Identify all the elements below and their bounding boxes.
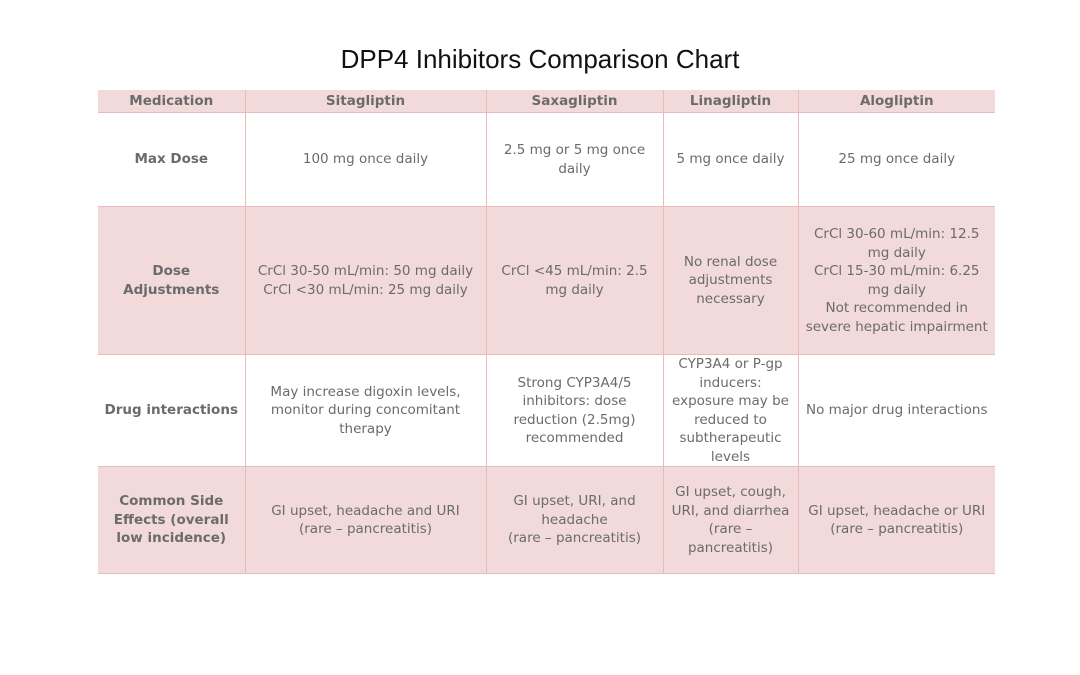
- cell-line: (rare – pancreatitis): [507, 530, 642, 547]
- cell-side-effects-linagliptin: GI upset, cough, URI, and diarrhea (rare…: [663, 466, 799, 574]
- cell-line: (rare – pancreatitis): [298, 521, 433, 537]
- cell-line: GI upset, headache or URI: [808, 502, 986, 519]
- column-header-alogliptin: Alogliptin: [798, 90, 995, 113]
- cell-max-dose-sitagliptin: 100 mg once daily: [245, 112, 487, 207]
- cell-drug-interactions-linagliptin: CYP3A4 or P-gp inducers: exposure may be…: [663, 354, 799, 467]
- cell-line: CrCl 30-60 mL/min: 12.5 mg daily: [813, 226, 980, 261]
- cell-line: 5 mg once daily: [676, 151, 785, 168]
- cell-dose-adjustments-linagliptin: No renal dose adjustments necessary: [663, 206, 799, 355]
- row-label-drug-interactions: Drug interactions: [98, 354, 246, 467]
- table-row-dose-adjustments: Dose Adjustments CrCl 30-50 mL/min: 50 m…: [98, 206, 995, 355]
- cell-line: CrCl 30-50 mL/min: 50 mg daily: [257, 263, 474, 279]
- cell-max-dose-saxagliptin: 2.5 mg or 5 mg once daily: [486, 112, 664, 207]
- comparison-table: Medication Sitagliptin Saxagliptin Linag…: [98, 90, 995, 574]
- cell-dose-adjustments-saxagliptin: CrCl <45 mL/min: 2.5 mg daily: [486, 206, 664, 355]
- page-title: DPP4 Inhibitors Comparison Chart: [340, 44, 740, 74]
- row-label-dose-adjustments: Dose Adjustments: [98, 206, 246, 355]
- column-header-sitagliptin: Sitagliptin: [245, 90, 487, 113]
- cell-dose-adjustments-sitagliptin: CrCl 30-50 mL/min: 50 mg daily CrCl <30 …: [245, 206, 487, 355]
- cell-max-dose-linagliptin: 5 mg once daily: [663, 112, 799, 207]
- table-header-row: Medication Sitagliptin Saxagliptin Linag…: [98, 90, 995, 113]
- cell-side-effects-alogliptin: GI upset, headache or URI (rare – pancre…: [798, 466, 995, 574]
- cell-dose-adjustments-alogliptin: CrCl 30-60 mL/min: 12.5 mg daily CrCl 15…: [798, 206, 995, 355]
- cell-line: May increase digoxin levels, monitor dur…: [270, 383, 461, 437]
- cell-line: 2.5 mg or 5 mg once daily: [503, 142, 646, 177]
- row-label-max-dose: Max Dose: [98, 112, 246, 207]
- cell-line: CrCl <45 mL/min: 2.5 mg daily: [501, 263, 648, 298]
- cell-line: 100 mg once daily: [302, 151, 429, 168]
- column-header-medication: Medication: [98, 90, 246, 113]
- table-row-side-effects: Common Side Effects (overall low inciden…: [98, 466, 995, 574]
- cell-line: CYP3A4 or P-gp inducers: exposure may be…: [672, 356, 789, 465]
- cell-line: 25 mg once daily: [838, 151, 956, 168]
- cell-line: (rare – pancreatitis): [687, 521, 774, 556]
- cell-line: CrCl <30 mL/min: 25 mg daily: [263, 281, 468, 298]
- cell-line: GI upset, headache and URI: [271, 502, 460, 519]
- table-row-drug-interactions: Drug interactions May increase digoxin l…: [98, 354, 995, 467]
- row-label-side-effects: Common Side Effects (overall low inciden…: [98, 466, 246, 574]
- cell-line: Strong CYP3A4/5 inhibitors: dose reducti…: [513, 374, 636, 447]
- cell-line: GI upset, URI, and headache: [513, 493, 636, 528]
- cell-line: No renal dose adjustments necessary: [683, 253, 778, 307]
- table-row-max-dose: Max Dose 100 mg once daily 2.5 mg or 5 m…: [98, 112, 995, 207]
- column-header-saxagliptin: Saxagliptin: [486, 90, 664, 113]
- cell-drug-interactions-saxagliptin: Strong CYP3A4/5 inhibitors: dose reducti…: [486, 354, 664, 467]
- cell-line: Not recommended in severe hepatic impair…: [805, 300, 988, 335]
- cell-drug-interactions-sitagliptin: May increase digoxin levels, monitor dur…: [245, 354, 487, 467]
- cell-max-dose-alogliptin: 25 mg once daily: [798, 112, 995, 207]
- cell-line: CrCl 15-30 mL/min: 6.25 mg daily: [813, 263, 980, 298]
- cell-line: (rare – pancreatitis): [830, 521, 964, 537]
- column-header-linagliptin: Linagliptin: [663, 90, 799, 113]
- cell-drug-interactions-alogliptin: No major drug interactions: [798, 354, 995, 467]
- cell-side-effects-saxagliptin: GI upset, URI, and headache (rare – panc…: [486, 466, 664, 574]
- cell-line: GI upset, cough, URI, and diarrhea: [671, 484, 790, 519]
- cell-side-effects-sitagliptin: GI upset, headache and URI (rare – pancr…: [245, 466, 487, 574]
- cell-line: No major drug interactions: [805, 402, 988, 419]
